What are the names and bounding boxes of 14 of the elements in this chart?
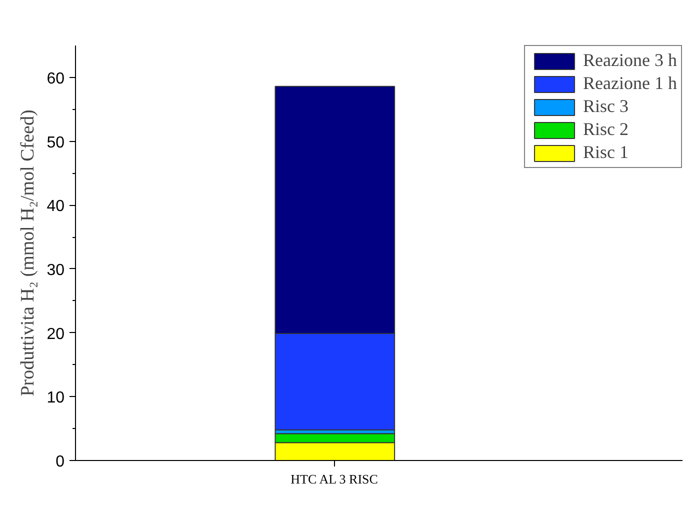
legend-label: Reazione 1 h xyxy=(583,73,677,94)
y-tick-label: 30 xyxy=(46,262,65,279)
legend-label: Risc 1 xyxy=(583,142,629,163)
y-axis-title: Produttivita H₂ (mmol H₂/mol Cfeed) xyxy=(18,110,39,396)
y-tick-label: 60 xyxy=(46,70,65,88)
y-tick-label: 0 xyxy=(56,454,65,470)
y-tick-label: 50 xyxy=(46,134,65,152)
legend-label: Reazione 3 h xyxy=(583,50,677,71)
legend-label: Risc 2 xyxy=(583,119,629,140)
y-tick-label: 10 xyxy=(46,390,65,407)
y-tick-label: 20 xyxy=(46,326,65,343)
y-tick-label: 40 xyxy=(46,198,65,216)
x-tick-label: HTC AL 3 RISC xyxy=(290,472,378,486)
legend-label: Risc 3 xyxy=(583,96,629,117)
